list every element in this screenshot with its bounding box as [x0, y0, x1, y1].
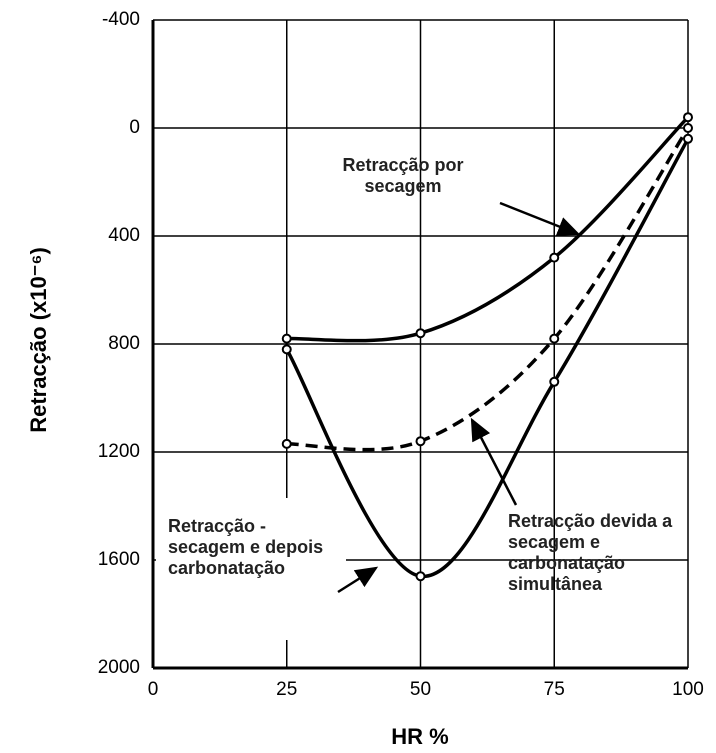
point [683, 112, 693, 123]
point [281, 333, 292, 344]
x-tick-label: 100 [672, 679, 704, 700]
y-tick-label: 400 [108, 225, 140, 246]
y-tick-label: 1200 [98, 441, 140, 462]
point [415, 571, 426, 582]
y-axis-label: Retracção (x10⁻⁶) [26, 247, 51, 433]
y-tick-label: -400 [102, 9, 140, 30]
point [549, 252, 560, 263]
x-tick-label: 25 [276, 679, 297, 700]
x-tick-label: 75 [544, 679, 565, 700]
point [683, 133, 693, 144]
arrow [337, 566, 379, 594]
x-tick-label: 50 [410, 679, 431, 700]
x-tick-label: 0 [148, 679, 159, 700]
y-tick-label: 800 [108, 333, 140, 354]
point [281, 438, 292, 449]
point [549, 376, 560, 387]
point [281, 344, 292, 355]
point [415, 436, 426, 447]
line [285, 137, 690, 578]
label-background [156, 498, 346, 640]
annotation: Retracção por secagem [342, 155, 464, 196]
line [286, 127, 690, 452]
arrow [470, 417, 518, 506]
annotation: Retracção - secagem e depois carbonataçã… [168, 516, 324, 578]
y-tick-label: 1600 [98, 549, 140, 570]
point [415, 328, 426, 339]
y-tick-label: 0 [129, 117, 140, 138]
point [549, 333, 560, 344]
x-axis-label: HR % [391, 724, 448, 749]
arrow [499, 201, 581, 236]
line [286, 115, 690, 343]
point [683, 123, 693, 133]
y-tick-label: 2000 [98, 657, 140, 678]
annotation: Retracção devida a secagem e carbonataçã… [508, 511, 673, 594]
